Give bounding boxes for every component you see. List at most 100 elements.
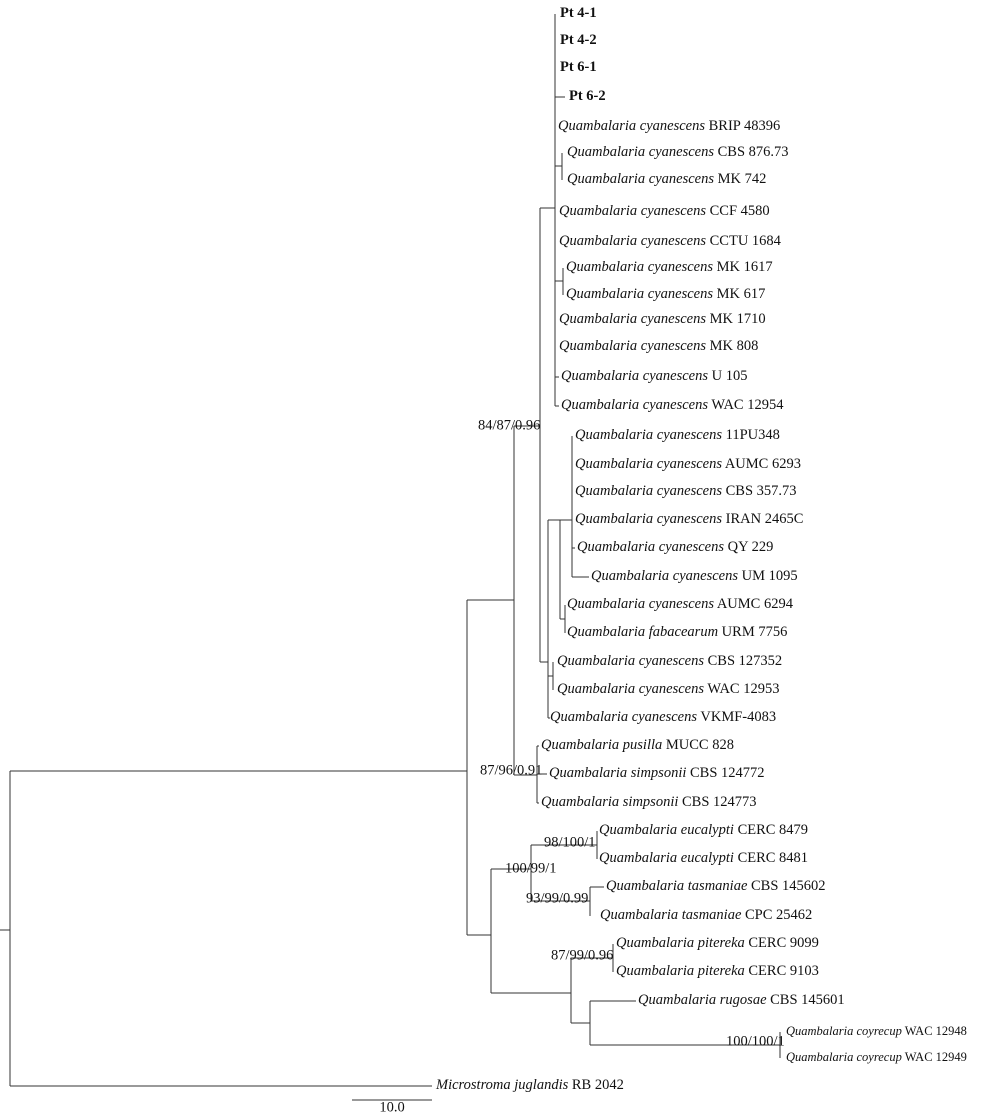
taxon-label: Quambalaria cyanescens CBS 127352 [557, 653, 782, 669]
strain: Pt 4-2 [560, 32, 597, 48]
species: cyanescens [641, 203, 707, 219]
genus: Quambalaria [575, 483, 653, 499]
genus: Quambalaria [541, 737, 619, 753]
strain: Pt 6-1 [560, 59, 597, 75]
taxon-label: Quambalaria cyanescens 11PU348 [575, 427, 780, 443]
taxon-label: Quambalaria cyanescens VKMF-4083 [550, 709, 776, 725]
strain: MK 808 [710, 338, 759, 354]
genus: Quambalaria [567, 144, 645, 160]
taxon-label: Pt 4-2 [560, 32, 597, 48]
genus: Quambalaria [786, 1050, 853, 1064]
taxon-label: Quambalaria cyanescens CBS 876.73 [567, 144, 789, 160]
genus: Quambalaria [567, 624, 645, 640]
strain: CCF 4580 [710, 203, 770, 219]
genus: Quambalaria [599, 850, 677, 866]
species: juglandis [512, 1077, 568, 1093]
genus: Quambalaria [567, 171, 645, 187]
genus: Quambalaria [566, 259, 644, 275]
taxon-label: Quambalaria cyanescens CCTU 1684 [559, 233, 782, 249]
species: cyanescens [641, 233, 707, 249]
genus: Quambalaria [575, 427, 653, 443]
strain: QY 229 [728, 539, 774, 555]
genus: Quambalaria [616, 935, 694, 951]
genus: Quambalaria [559, 338, 637, 354]
genus: Quambalaria [575, 511, 653, 527]
genus: Quambalaria [558, 118, 636, 134]
genus: Quambalaria [557, 653, 635, 669]
species: cyanescens [641, 311, 707, 327]
species: pitereka [697, 963, 745, 979]
taxon-label: Quambalaria cyanescens MK 808 [559, 338, 758, 354]
strain: CERC 8481 [738, 850, 809, 866]
strain: CBS 124772 [690, 765, 765, 781]
strain: CERC 9103 [748, 963, 819, 979]
support-value: 100/99/1 [505, 860, 557, 876]
species: cyanescens [649, 596, 715, 612]
species: eucalypti [681, 822, 734, 838]
species: cyanescens [643, 397, 709, 413]
genus: Quambalaria [606, 878, 684, 894]
genus: Quambalaria [561, 368, 639, 384]
strain: Pt 4-1 [560, 5, 597, 21]
taxon-label: Quambalaria cyanescens WAC 12954 [561, 397, 784, 413]
strain: CBS 127352 [708, 653, 783, 669]
taxon-label: Quambalaria eucalypti CERC 8479 [599, 822, 808, 838]
taxon-label: Quambalaria tasmaniae CPC 25462 [600, 907, 812, 923]
taxon-label: Pt 6-2 [569, 88, 606, 104]
strain: URM 7756 [722, 624, 788, 640]
strain: WAC 12954 [711, 397, 784, 413]
taxon-label: Quambalaria simpsonii CBS 124772 [549, 765, 765, 781]
species: coyrecup [857, 1050, 902, 1064]
strain: CERC 8479 [738, 822, 809, 838]
strain: CBS 145601 [770, 992, 845, 1008]
taxon-label: Quambalaria tasmaniae CBS 145602 [606, 878, 826, 894]
species: cyanescens [659, 539, 725, 555]
strain: CPC 25462 [745, 907, 812, 923]
species: eucalypti [681, 850, 734, 866]
support-value: 87/99/0.96 [551, 947, 613, 963]
genus: Quambalaria [549, 765, 627, 781]
taxon-label: Quambalaria cyanescens IRAN 2465C [575, 511, 803, 527]
species: cyanescens [657, 483, 723, 499]
strain: CBS 145602 [751, 878, 826, 894]
taxon-label: Quambalaria cyanescens UM 1095 [591, 568, 798, 584]
strain: WAC 12948 [905, 1024, 967, 1038]
genus: Quambalaria [561, 397, 639, 413]
genus: Quambalaria [600, 907, 678, 923]
species: pitereka [697, 935, 745, 951]
genus: Quambalaria [591, 568, 669, 584]
taxon-label: Quambalaria eucalypti CERC 8481 [599, 850, 808, 866]
species: cyanescens [657, 511, 723, 527]
strain: CBS 357.73 [726, 483, 797, 499]
species: cyanescens [643, 368, 709, 384]
strain: MK 742 [718, 171, 767, 187]
taxon-label: Quambalaria cyanescens CBS 357.73 [575, 483, 797, 499]
support-value: 87/96/0.91 [480, 762, 542, 778]
genus: Microstroma [435, 1077, 511, 1093]
taxon-label: Pt 6-1 [560, 59, 597, 75]
scale-label: 10.0 [379, 1099, 404, 1114]
species: cyanescens [657, 456, 723, 472]
genus: Quambalaria [575, 456, 653, 472]
strain: MK 1617 [717, 259, 773, 275]
species: fabacearum [649, 624, 718, 640]
support-value: 93/99/0.99 [526, 890, 588, 906]
genus: Quambalaria [559, 311, 637, 327]
species: rugosae [720, 992, 767, 1008]
taxon-label: Quambalaria cyanescens WAC 12953 [557, 681, 779, 697]
strain: IRAN 2465C [726, 511, 804, 527]
taxon-label: Quambalaria cyanescens AUMC 6293 [575, 456, 801, 472]
strain: Pt 6-2 [569, 88, 606, 104]
support-value: 100/100/1 [726, 1033, 785, 1049]
species: tasmaniae [682, 907, 742, 923]
taxon-label: Quambalaria coyrecup WAC 12949 [786, 1050, 967, 1064]
genus: Quambalaria [559, 233, 637, 249]
species: cyanescens [649, 171, 715, 187]
species: simpsonii [623, 794, 679, 810]
taxon-label: Microstroma juglandis RB 2042 [435, 1077, 624, 1093]
strain: VKMF-4083 [700, 709, 776, 725]
genus: Quambalaria [577, 539, 655, 555]
strain: WAC 12949 [905, 1050, 967, 1064]
strain: 11PU348 [726, 427, 780, 443]
